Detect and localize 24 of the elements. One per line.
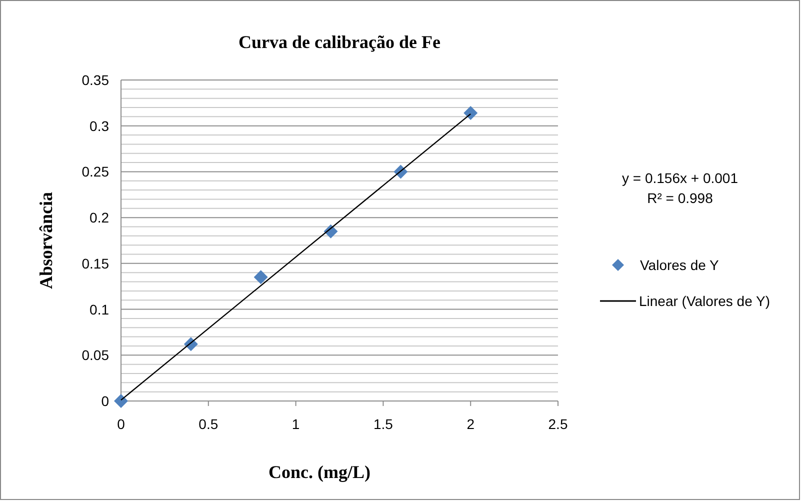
x-tick-label: 0.5 xyxy=(198,416,218,432)
point xyxy=(464,106,478,120)
y-tick-label: 0.15 xyxy=(82,255,110,272)
y-tick-label: 0.35 xyxy=(82,72,110,88)
point xyxy=(254,270,268,284)
text: R² = 0.998 xyxy=(647,190,714,206)
y-tick-label: 0.05 xyxy=(82,347,110,364)
x-tick-label: 0 xyxy=(117,416,126,432)
y-tick-label: 0.2 xyxy=(90,210,110,226)
y-tick-label: 0.1 xyxy=(90,301,110,318)
chart-title: Curva de calibração de Fe xyxy=(238,32,440,52)
y-tick-label: 0 xyxy=(101,393,110,409)
x-tick-label: 2.5 xyxy=(548,416,568,432)
x-tick-label: 2 xyxy=(466,416,475,432)
x-tick-label: 1 xyxy=(292,416,300,432)
text: y = 0.156x + 0.001 xyxy=(622,170,738,186)
x-tick-label: 1.5 xyxy=(373,416,394,432)
y-axis-title: Absorvância xyxy=(36,192,56,290)
legend-label: Linear (Valores de Y) xyxy=(639,293,770,309)
point xyxy=(114,394,128,408)
x-axis-title: Conc. (mg/L) xyxy=(268,462,370,482)
y-tick-label: 0.25 xyxy=(82,164,110,180)
y-tick-label: 0.3 xyxy=(90,118,110,134)
legend-label: Valores de Y xyxy=(640,257,720,273)
